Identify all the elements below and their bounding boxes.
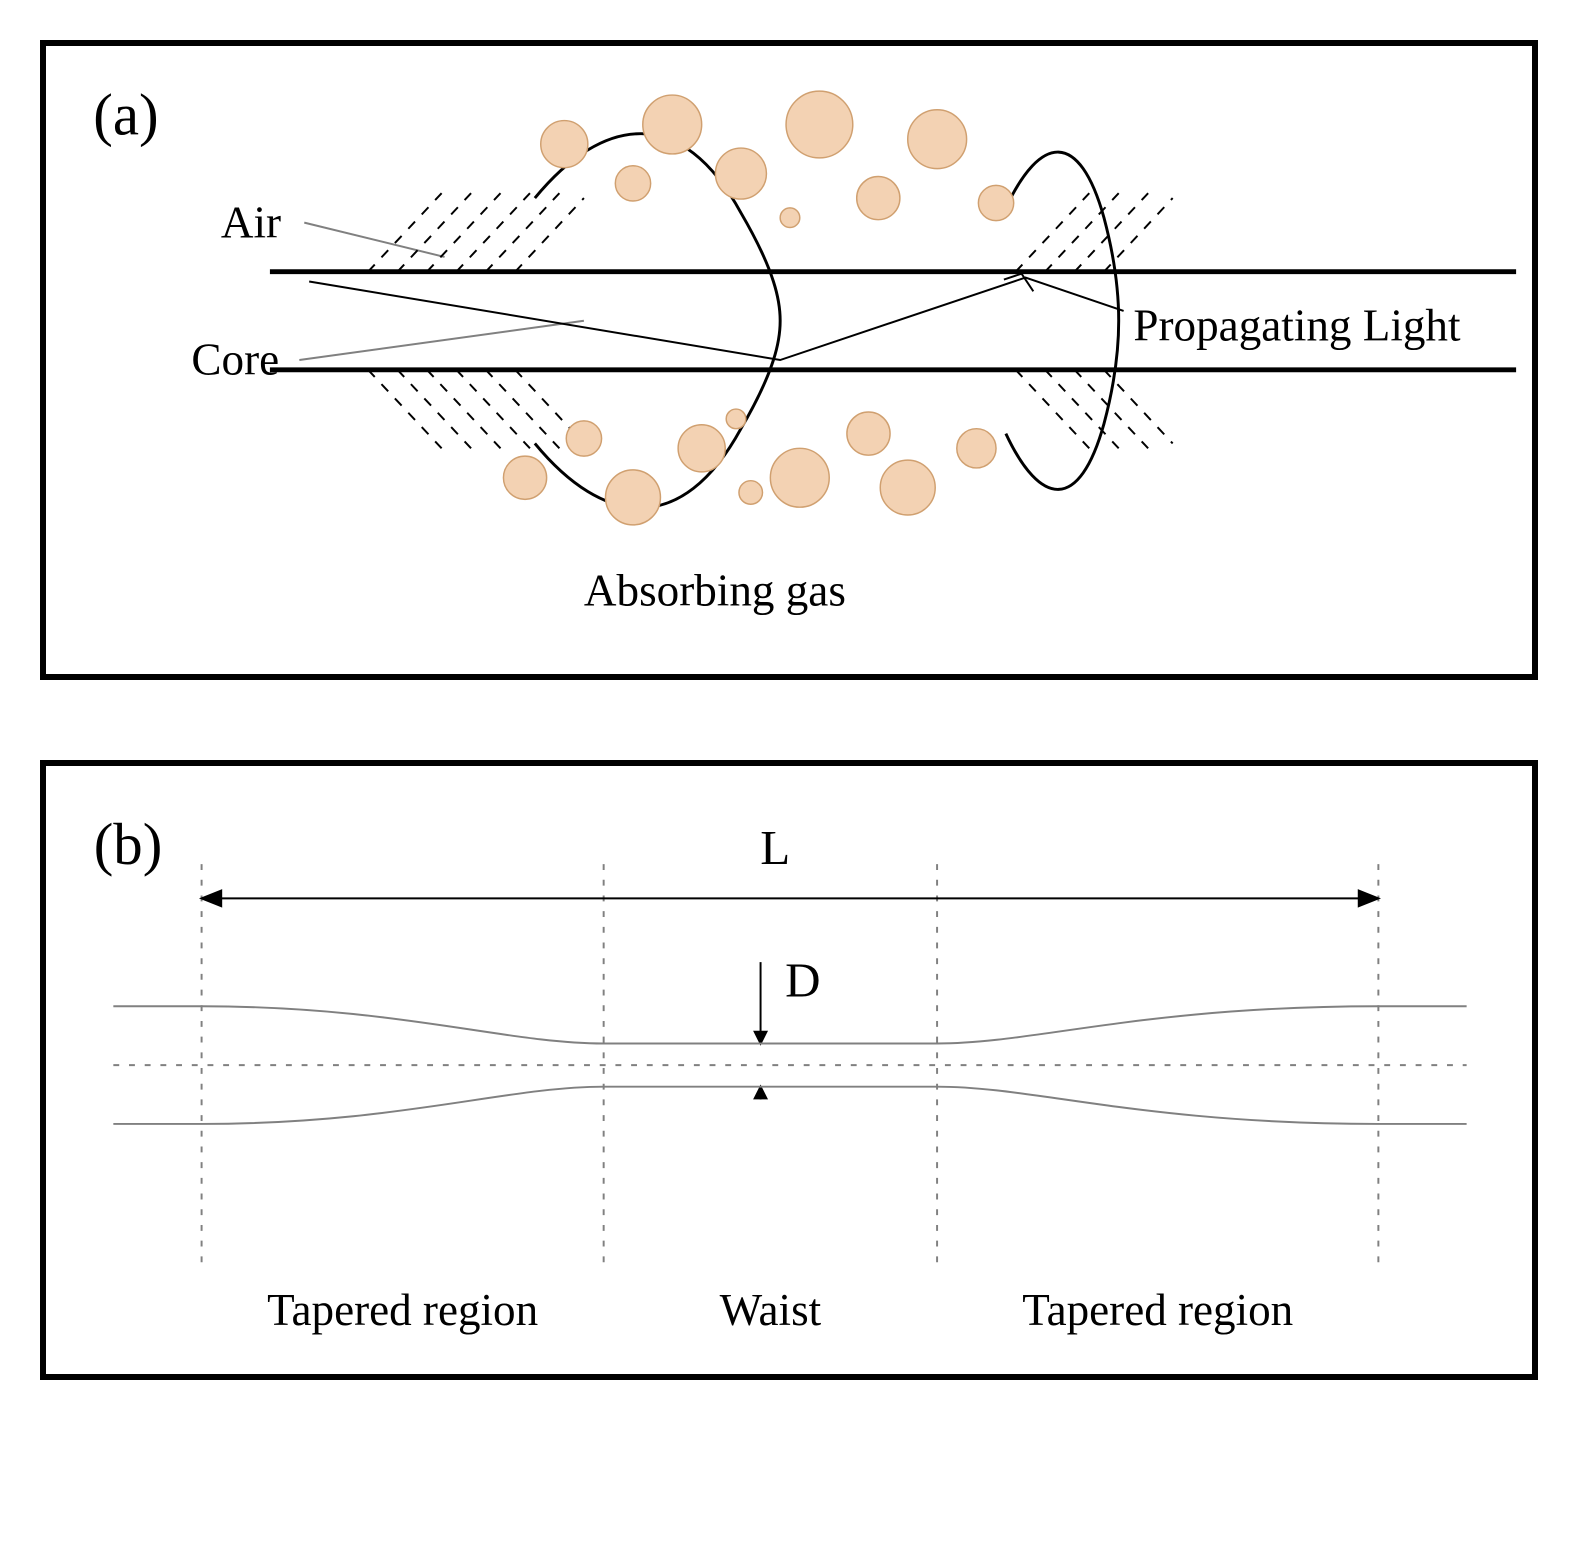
D-label: D	[785, 952, 820, 1007]
core-label: Core	[191, 335, 279, 385]
hatching-lower-right	[1016, 370, 1173, 449]
absorbing-gas-label: Absorbing gas	[584, 565, 846, 615]
air-label: Air	[221, 197, 281, 247]
hatching-upper-right	[1016, 193, 1173, 272]
panel-a-svg: (a) Air Core Absorbing gas Propagating L…	[46, 46, 1532, 674]
waist-label: Waist	[720, 1285, 822, 1335]
fiber-bottom-profile	[113, 1087, 1466, 1124]
L-dimension	[202, 891, 1379, 907]
core-pointer-line	[299, 321, 584, 360]
tapered-left-label: Tapered region	[267, 1285, 538, 1335]
propagating-light-label: Propagating Light	[1133, 300, 1461, 350]
mode-envelope-right	[1006, 152, 1119, 489]
panel-b-svg: (b) L D Tapered region Waist Tapered reg…	[46, 766, 1532, 1374]
D-dimension	[755, 962, 767, 1099]
panel-b: (b) L D Tapered region Waist Tapered reg…	[40, 760, 1538, 1380]
tapered-right-label: Tapered region	[1022, 1285, 1293, 1335]
air-pointer-line	[304, 223, 444, 257]
fiber-top-profile	[113, 1006, 1466, 1043]
propagating-ray	[309, 274, 1123, 360]
figure-container: (a) Air Core Absorbing gas Propagating L…	[0, 0, 1578, 1500]
L-label: L	[760, 820, 790, 875]
hatching-lower-left	[368, 370, 584, 449]
gas-top	[541, 91, 1014, 227]
panel-a-label: (a)	[93, 82, 158, 147]
panel-a: (a) Air Core Absorbing gas Propagating L…	[40, 40, 1538, 680]
hatching-upper-left	[368, 193, 584, 272]
gas-bottom	[503, 409, 996, 525]
panel-b-label: (b)	[94, 812, 163, 877]
